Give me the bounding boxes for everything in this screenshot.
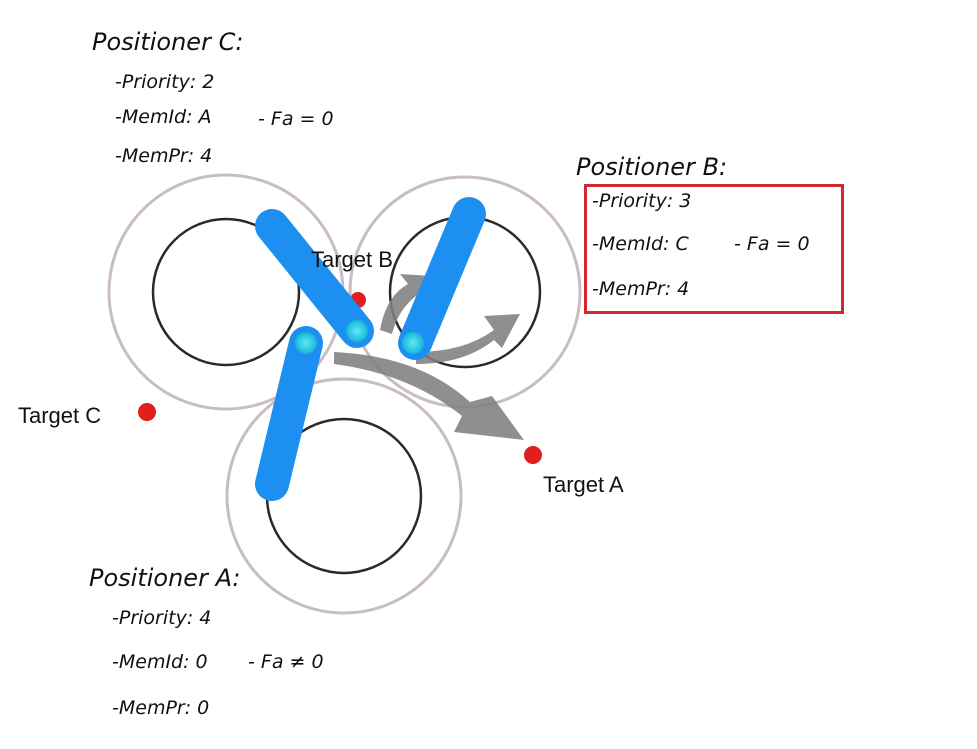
positioner-c-inner-circle — [151, 217, 301, 367]
positioner-a-memid: -MemId: 0 — [112, 651, 208, 673]
positioner-c-fa: - Fa = 0 — [258, 108, 334, 130]
arrow-to-target-b — [380, 274, 432, 334]
target-a-label: Target A — [543, 472, 624, 497]
target-b-label: Target B — [311, 247, 393, 272]
positioner-b-arm — [398, 197, 486, 360]
positioner-c-heading: Positioner C: — [92, 28, 244, 56]
positioner-b-fa: - Fa = 0 — [734, 233, 810, 255]
positioner-b-heading: Positioner B: — [576, 153, 728, 181]
positioner-a-fa: - Fa ≠ 0 — [248, 651, 324, 673]
positioner-b-mempr: -MemPr: 4 — [592, 278, 690, 300]
positioner-b-highlight-box — [584, 184, 844, 314]
positioner-a-mempr: -MemPr: 0 — [112, 697, 210, 719]
positioner-a-arm — [255, 326, 323, 501]
arrow-to-target-a — [334, 352, 524, 440]
target-c-label: Target C — [18, 403, 102, 428]
positioner-arms — [255, 197, 486, 501]
positioner-a-joint — [295, 332, 317, 354]
positioner-b-memid: -MemId: C — [592, 233, 689, 255]
positioner-c-joint — [346, 320, 368, 342]
target-a-dot — [524, 446, 542, 464]
positioner-c-memid: -MemId: A — [115, 106, 212, 128]
positioner-c-priority: -Priority: 2 — [115, 71, 215, 93]
positioner-a-priority: -Priority: 4 — [112, 607, 212, 629]
positioner-c-mempr: -MemPr: 4 — [115, 145, 213, 167]
arrow-b-rotation — [416, 314, 520, 364]
positioner-a-outer-circle — [225, 377, 463, 615]
target-c-dot — [138, 403, 156, 421]
motion-arrows — [334, 274, 524, 440]
positioner-b-joint — [402, 332, 424, 354]
positioner-c-arm — [255, 209, 374, 348]
positioner-b-priority: -Priority: 3 — [592, 190, 692, 212]
positioner-a-heading: Positioner A: — [89, 564, 241, 592]
